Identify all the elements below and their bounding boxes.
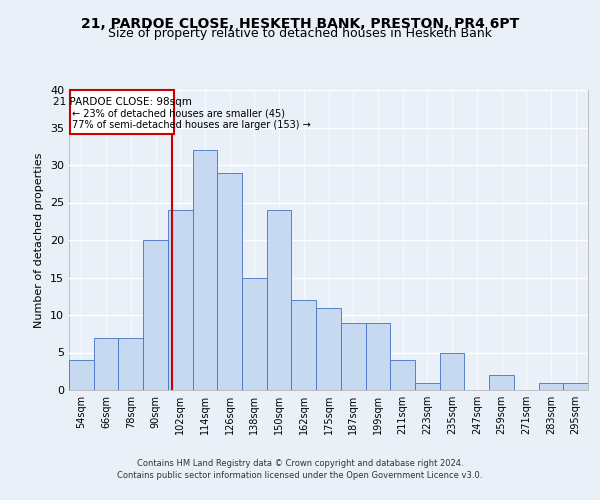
Bar — [242, 278, 267, 390]
Bar — [365, 322, 390, 390]
Bar — [440, 352, 464, 390]
Bar — [143, 240, 168, 390]
Bar — [193, 150, 217, 390]
Bar — [217, 172, 242, 390]
Text: 77% of semi-detached houses are larger (153) →: 77% of semi-detached houses are larger (… — [72, 120, 311, 130]
Text: ← 23% of detached houses are smaller (45): ← 23% of detached houses are smaller (45… — [72, 109, 285, 118]
Bar — [341, 322, 365, 390]
Bar — [489, 375, 514, 390]
Y-axis label: Number of detached properties: Number of detached properties — [34, 152, 44, 328]
Bar — [118, 338, 143, 390]
Text: Contains HM Land Registry data © Crown copyright and database right 2024.: Contains HM Land Registry data © Crown c… — [137, 460, 463, 468]
Bar — [168, 210, 193, 390]
Bar — [539, 382, 563, 390]
Text: Size of property relative to detached houses in Hesketh Bank: Size of property relative to detached ho… — [108, 28, 492, 40]
Bar — [390, 360, 415, 390]
Bar — [563, 382, 588, 390]
Text: 21, PARDOE CLOSE, HESKETH BANK, PRESTON, PR4 6PT: 21, PARDOE CLOSE, HESKETH BANK, PRESTON,… — [81, 18, 519, 32]
Bar — [316, 308, 341, 390]
Bar — [69, 360, 94, 390]
Bar — [292, 300, 316, 390]
Bar — [415, 382, 440, 390]
Bar — [94, 338, 118, 390]
Text: 21 PARDOE CLOSE: 98sqm: 21 PARDOE CLOSE: 98sqm — [53, 97, 191, 107]
Text: Contains public sector information licensed under the Open Government Licence v3: Contains public sector information licen… — [118, 470, 482, 480]
FancyBboxPatch shape — [70, 90, 174, 134]
Bar — [267, 210, 292, 390]
